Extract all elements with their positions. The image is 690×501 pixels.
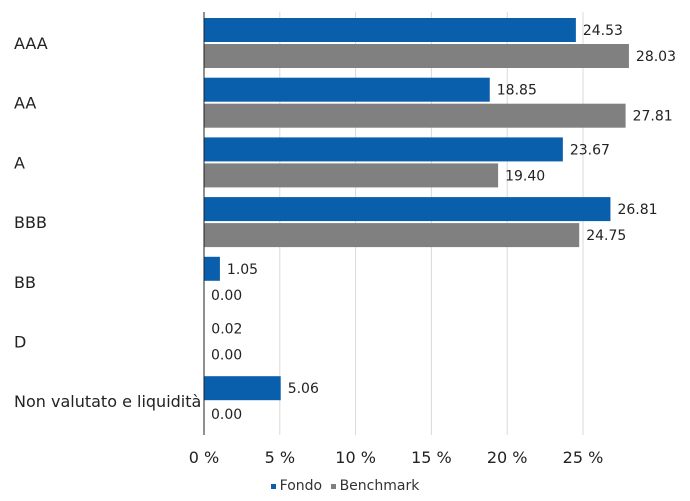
category-label: BBB: [14, 213, 47, 232]
data-label: 28.03: [636, 49, 676, 65]
bar-fondo: [204, 77, 490, 102]
data-label: 0.00: [211, 288, 242, 304]
data-labels: 24.53 28.03 18.85 27.81 23.67 19.40 26.81 24.75…: [211, 23, 676, 423]
data-label: 18.85: [497, 83, 537, 99]
legend-swatch-fondo: [270, 483, 276, 489]
legend-item-fondo: Fondo: [270, 478, 323, 494]
category-label: D: [14, 333, 26, 352]
bar-fondo: [204, 256, 220, 281]
bar-benchmark: [204, 223, 580, 248]
data-label: 23.67: [570, 142, 610, 158]
category-label: A: [14, 153, 25, 172]
bar-fondo: [204, 197, 611, 222]
bars: [204, 18, 629, 401]
category-label: AA: [14, 94, 36, 113]
category-label: BB: [14, 273, 36, 292]
x-tick-label: 20 %: [487, 448, 528, 467]
bar-fondo: [204, 137, 563, 162]
legend: Fondo Benchmark: [0, 478, 690, 494]
data-label: 24.75: [586, 228, 626, 244]
x-tick-label: 5 %: [265, 448, 295, 467]
x-tick-label: 25 %: [563, 448, 604, 467]
data-label: 0.02: [211, 322, 242, 338]
bar-fondo: [204, 376, 281, 401]
bar-benchmark: [204, 103, 626, 128]
bar-fondo: [204, 18, 576, 42]
x-tick-label: 10 %: [335, 448, 376, 467]
x-tick-label: 0 %: [189, 448, 219, 467]
legend-swatch-benchmark: [330, 483, 336, 489]
category-label: AAA: [14, 34, 48, 53]
legend-label-fondo: Fondo: [279, 478, 323, 494]
legend-label-benchmark: Benchmark: [339, 478, 420, 494]
bar-benchmark: [204, 163, 499, 188]
data-label: 19.40: [505, 168, 545, 184]
legend-item-benchmark: Benchmark: [330, 478, 420, 494]
bar-benchmark: [204, 44, 629, 68]
category-label: Non valutato e liquidità: [14, 392, 201, 411]
data-label: 27.81: [633, 109, 673, 125]
data-label: 5.06: [288, 381, 319, 397]
bar-chart: 24.53 28.03 18.85 27.81 23.67 19.40 26.81 24.75…: [14, 12, 676, 467]
x-tick-label: 15 %: [411, 448, 452, 467]
data-label: 1.05: [227, 262, 258, 278]
data-label: 26.81: [617, 202, 657, 218]
x-axis-ticks: 0 % 5 % 10 % 15 % 20 % 25 %: [189, 448, 604, 467]
data-label: 0.00: [211, 348, 242, 364]
data-label: 24.53: [583, 23, 623, 39]
data-label: 0.00: [211, 407, 242, 423]
